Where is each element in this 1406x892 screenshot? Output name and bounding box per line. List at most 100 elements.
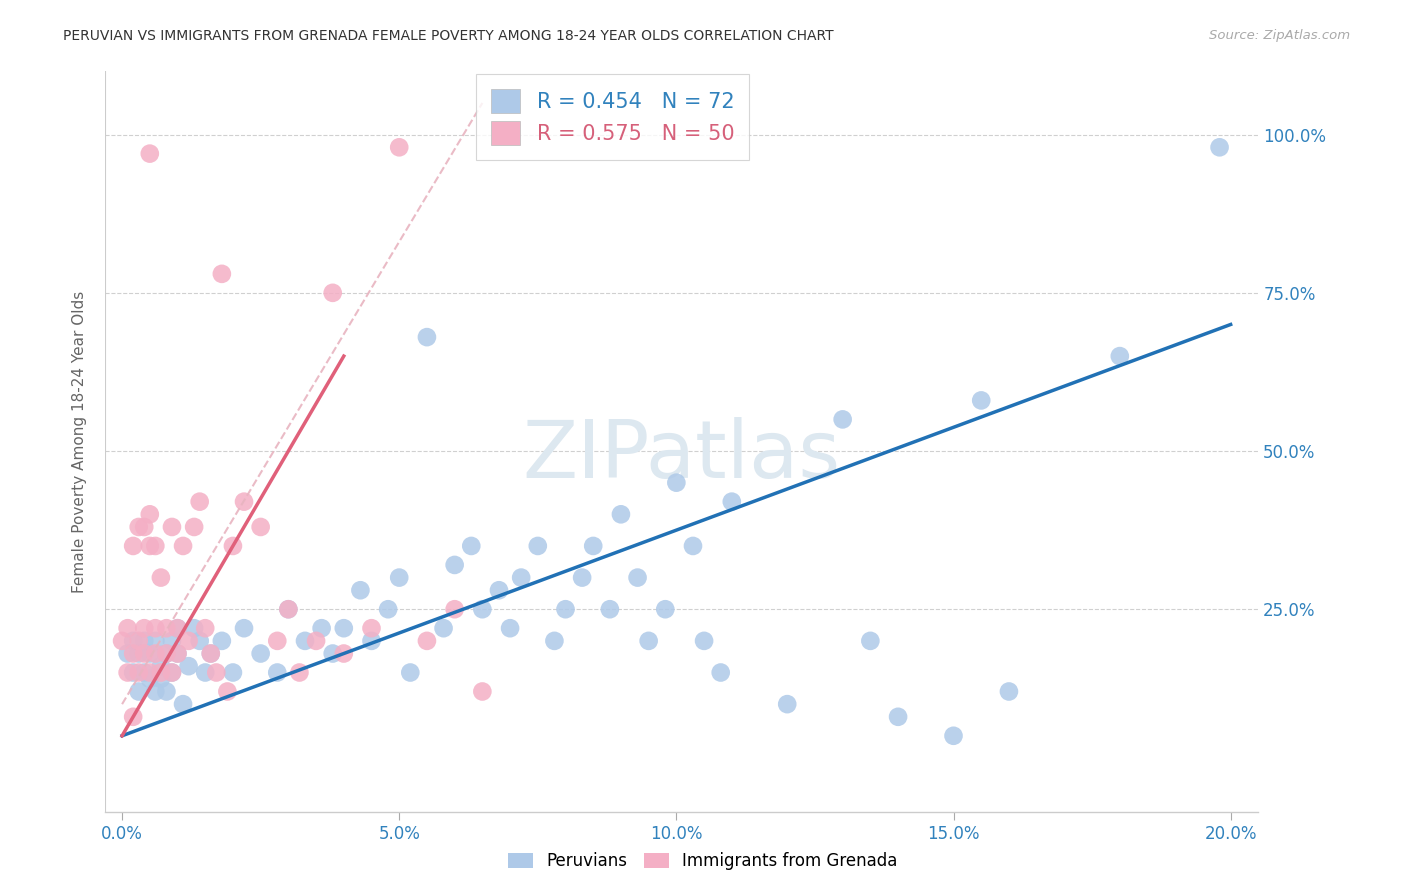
Point	[942, 729, 965, 743]
Point	[177, 633, 200, 648]
Point	[183, 621, 205, 635]
Point	[582, 539, 605, 553]
Point	[222, 665, 245, 680]
Point	[665, 475, 688, 490]
Point	[710, 665, 733, 680]
Point	[172, 539, 194, 553]
Point	[128, 520, 150, 534]
Legend: Peruvians, Immigrants from Grenada: Peruvians, Immigrants from Grenada	[502, 846, 904, 877]
Point	[166, 621, 188, 635]
Point	[637, 633, 659, 648]
Point	[122, 539, 145, 553]
Point	[970, 393, 993, 408]
Point	[432, 621, 454, 635]
Point	[510, 571, 533, 585]
Point	[333, 621, 356, 635]
Point	[143, 647, 166, 661]
Point	[499, 621, 522, 635]
Point	[693, 633, 716, 648]
Point	[217, 684, 239, 698]
Point	[471, 602, 494, 616]
Text: Source: ZipAtlas.com: Source: ZipAtlas.com	[1209, 29, 1350, 42]
Point	[211, 267, 233, 281]
Point	[172, 697, 194, 711]
Point	[122, 647, 145, 661]
Point	[139, 508, 162, 522]
Point	[200, 647, 222, 661]
Point	[266, 633, 288, 648]
Point	[139, 146, 162, 161]
Point	[117, 665, 139, 680]
Point	[122, 710, 145, 724]
Point	[998, 684, 1021, 698]
Point	[155, 647, 177, 661]
Point	[322, 285, 344, 300]
Point	[160, 633, 183, 648]
Point	[249, 520, 271, 534]
Point	[117, 621, 139, 635]
Point	[117, 647, 139, 661]
Point	[166, 621, 188, 635]
Point	[143, 539, 166, 553]
Point	[1108, 349, 1130, 363]
Point	[139, 672, 162, 686]
Point	[139, 647, 162, 661]
Point	[599, 602, 621, 616]
Point	[143, 633, 166, 648]
Point	[211, 633, 233, 648]
Point	[360, 621, 382, 635]
Point	[831, 412, 853, 426]
Point	[399, 665, 422, 680]
Point	[322, 647, 344, 661]
Point	[194, 665, 217, 680]
Point	[111, 633, 134, 648]
Point	[294, 633, 316, 648]
Point	[311, 621, 333, 635]
Point	[122, 665, 145, 680]
Point	[128, 684, 150, 698]
Point	[277, 602, 299, 616]
Point	[554, 602, 576, 616]
Point	[654, 602, 676, 616]
Legend: R = 0.454   N = 72, R = 0.575   N = 50: R = 0.454 N = 72, R = 0.575 N = 50	[477, 74, 749, 160]
Point	[134, 665, 156, 680]
Point	[859, 633, 882, 648]
Point	[149, 672, 172, 686]
Point	[139, 539, 162, 553]
Point	[160, 665, 183, 680]
Point	[471, 684, 494, 698]
Point	[443, 602, 465, 616]
Point	[139, 665, 162, 680]
Point	[143, 621, 166, 635]
Point	[349, 583, 371, 598]
Point	[128, 647, 150, 661]
Point	[194, 621, 217, 635]
Point	[1208, 140, 1230, 154]
Point	[134, 621, 156, 635]
Point	[134, 633, 156, 648]
Point	[266, 665, 288, 680]
Text: PERUVIAN VS IMMIGRANTS FROM GRENADA FEMALE POVERTY AMONG 18-24 YEAR OLDS CORRELA: PERUVIAN VS IMMIGRANTS FROM GRENADA FEMA…	[63, 29, 834, 43]
Point	[682, 539, 704, 553]
Point	[134, 647, 156, 661]
Point	[416, 633, 439, 648]
Point	[288, 665, 311, 680]
Point	[188, 494, 211, 508]
Point	[333, 647, 356, 661]
Point	[776, 697, 799, 711]
Point	[188, 633, 211, 648]
Point	[128, 633, 150, 648]
Point	[149, 665, 172, 680]
Point	[377, 602, 399, 616]
Point	[460, 539, 482, 553]
Y-axis label: Female Poverty Among 18-24 Year Olds: Female Poverty Among 18-24 Year Olds	[72, 291, 87, 592]
Point	[571, 571, 593, 585]
Point	[143, 684, 166, 698]
Point	[155, 684, 177, 698]
Point	[249, 647, 271, 661]
Point	[610, 508, 633, 522]
Point	[626, 571, 648, 585]
Point	[134, 520, 156, 534]
Point	[183, 520, 205, 534]
Point	[128, 665, 150, 680]
